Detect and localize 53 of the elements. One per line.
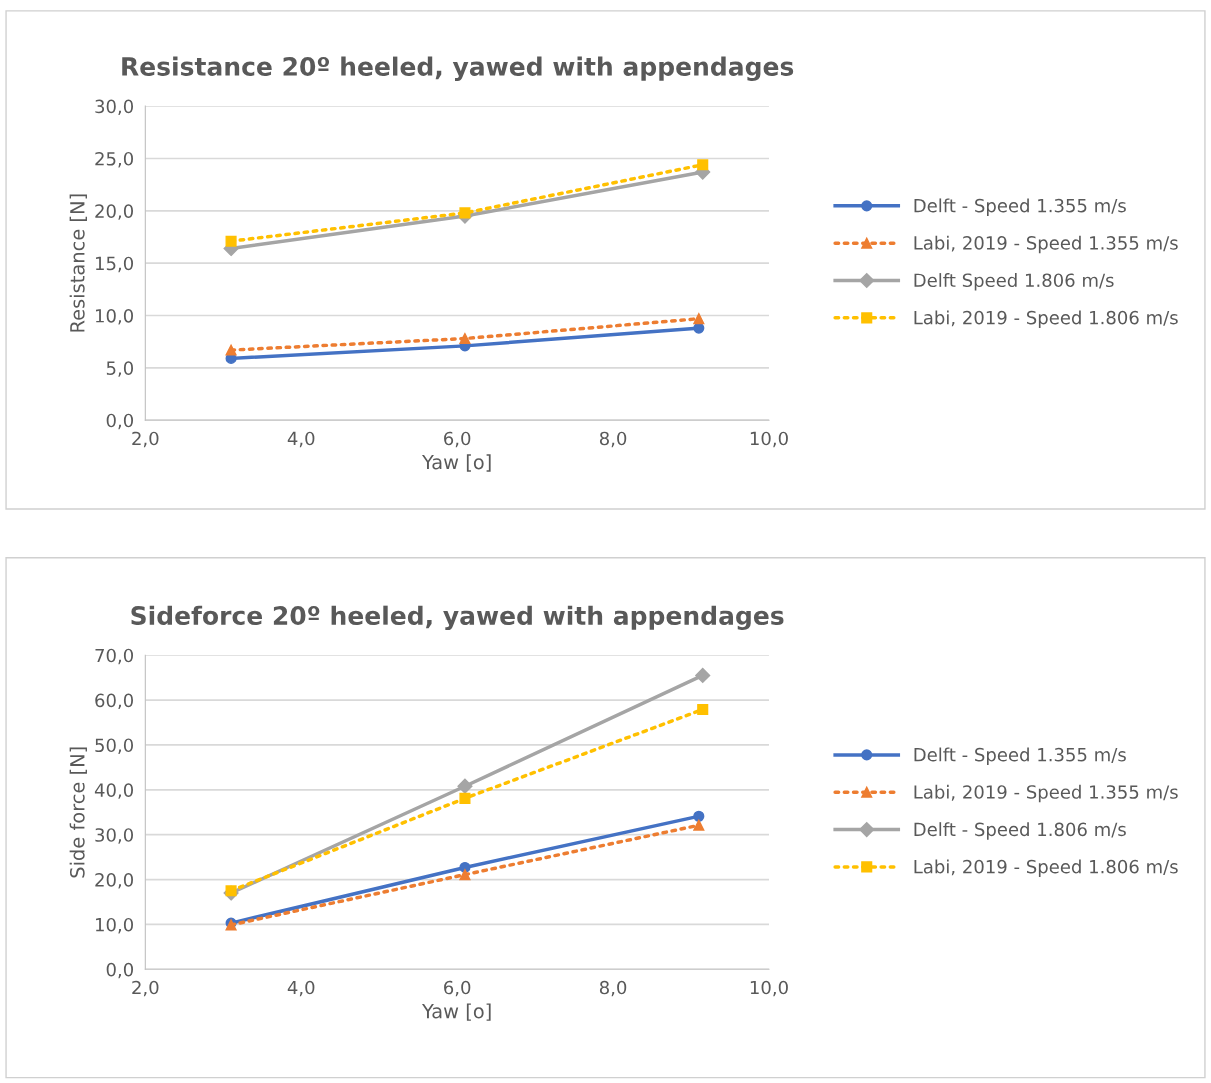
point [697,703,709,716]
legend-label: Delft Speed 1.806 m/s [914,273,1114,291]
chart-title: Resistance 20º heeled, yawed with appendages [122,56,794,81]
legend-label: Labi, 2019 - Speed 1.806 m/s [914,859,1178,877]
x-tick-label: 6,0 [444,980,471,997]
x-tick-label: 4,0 [287,431,315,448]
chart-title: Sideforce 20º heeled, yawed with appendages [131,605,784,631]
y-tick-label: 50,0 [95,738,134,754]
point [457,778,473,794]
legend-label: Labi, 2019 - Speed 1.355 m/s [914,784,1178,803]
y-tick-label: 70,0 [95,648,134,665]
point [697,159,709,171]
x-tick-label: 4,0 [287,980,315,997]
y-tick-label: 0,0 [106,962,134,979]
y-tick-label: 25,0 [95,151,134,168]
y-tick-label: 30,0 [95,99,134,116]
x-tick-label: 6,0 [444,431,471,448]
point [225,885,237,897]
point [459,869,471,881]
x-tick-label: 8,0 [599,431,627,448]
point [693,810,705,822]
x-tick-label: 8,0 [599,980,627,997]
point [225,344,237,356]
y-tick-label: 60,0 [95,693,134,710]
legend-label: Delft - Speed 1.355 m/s [914,747,1126,765]
x-tick-label: 10,0 [750,431,788,448]
legend-label: Delft - Speed 1.355 m/s [914,198,1126,216]
y-tick-label: 10,0 [95,917,134,934]
x-axis-title: Yaw [o] [421,1003,491,1021]
y-tick-label: 20,0 [95,873,134,889]
x-axis-title: Yaw [o] [421,454,491,472]
legend-label: Labi, 2019 - Speed 1.806 m/s [914,310,1178,328]
y-tick-label: 20,0 [95,204,134,220]
point [459,332,471,345]
y-tick-label: 10,0 [95,308,134,325]
point [459,792,471,804]
y-tick-label: 0,0 [106,413,134,430]
y-tick-label: 40,0 [94,783,134,799]
x-tick-label: 2,0 [132,431,159,448]
legend-label: Delft - Speed 1.806 m/s [914,822,1126,840]
y-tick-label: 30,0 [95,828,134,844]
point [693,819,705,831]
point [459,207,471,219]
x-tick-label: 2,0 [132,980,159,997]
y-axis-title: Resistance [N] [69,194,87,332]
y-tick-label: 15,0 [95,256,134,273]
legend-label: Labi, 2019 - Speed 1.355 m/s [914,235,1178,254]
point [693,313,705,325]
y-tick-label: 5,0 [106,361,134,377]
y-axis-title: Side force [N] [69,747,87,878]
point [225,235,237,247]
point [695,667,711,683]
x-tick-label: 10,0 [750,980,788,997]
